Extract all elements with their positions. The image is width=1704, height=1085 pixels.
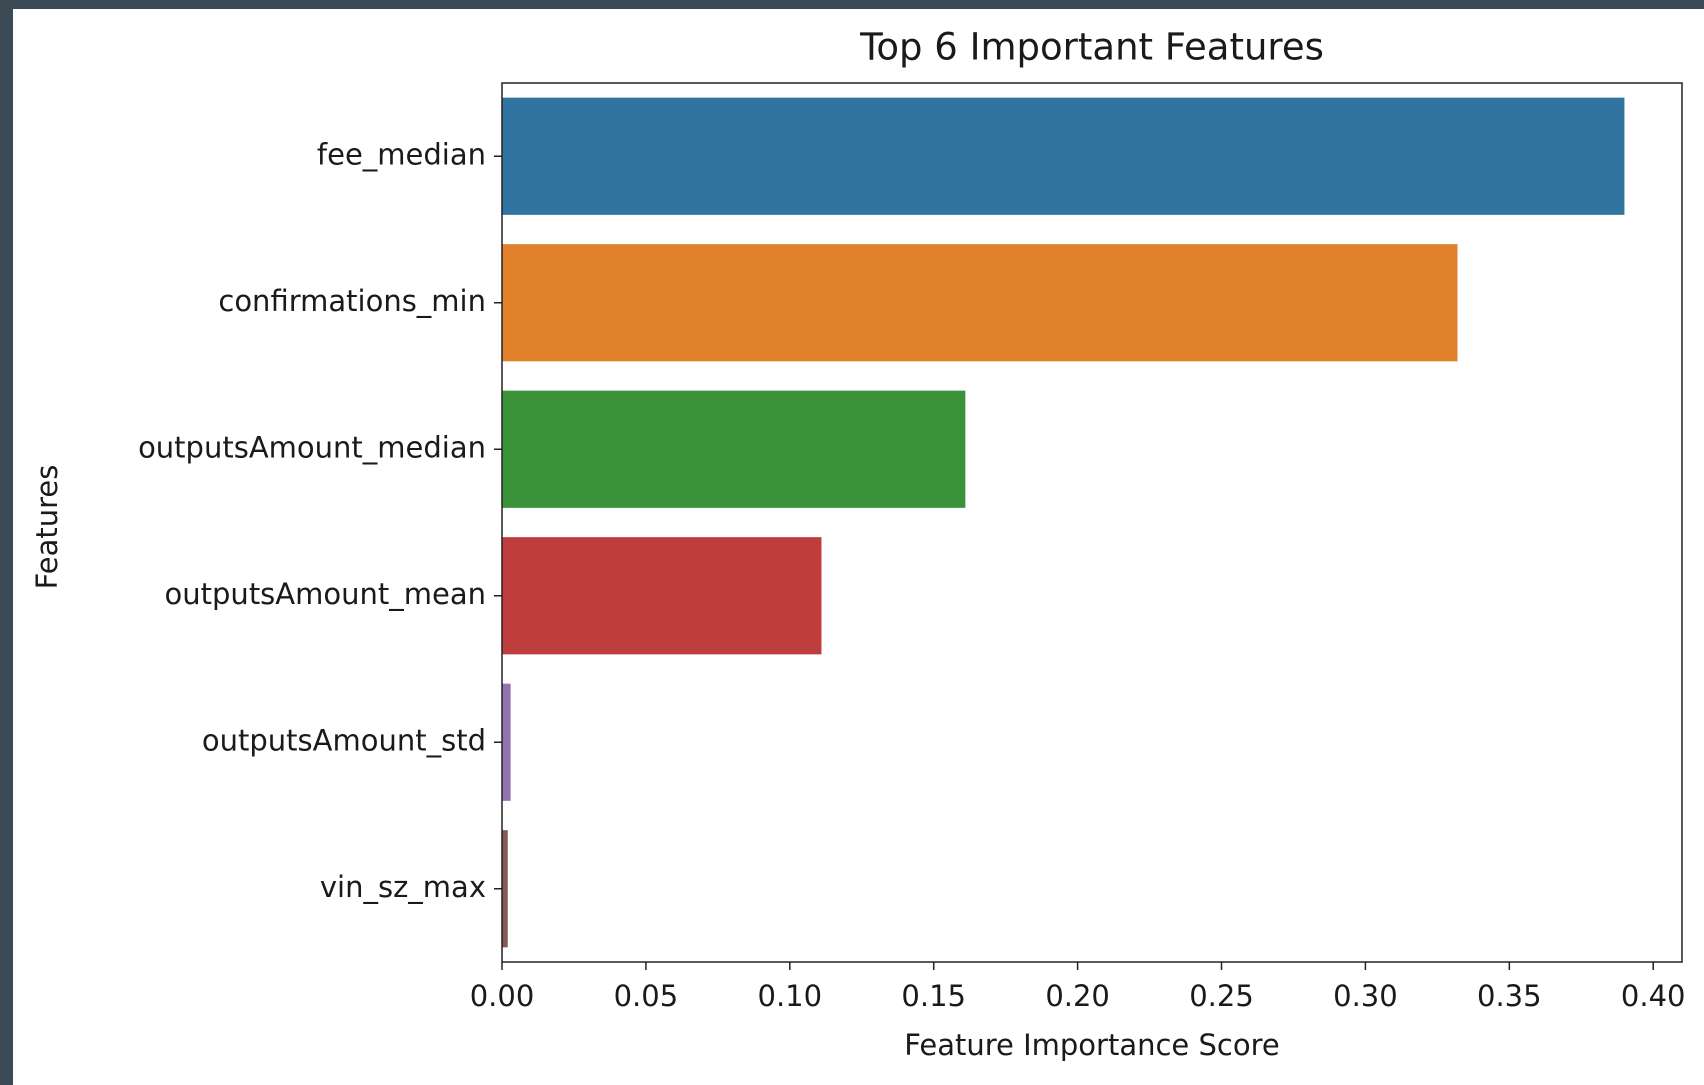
chart-title: Top 6 Important Features (859, 26, 1324, 69)
bar (502, 830, 508, 948)
y-tick-label: outputsAmount_mean (165, 577, 486, 611)
x-axis-label: Feature Importance Score (904, 1028, 1279, 1062)
x-tick-label: 0.30 (1333, 979, 1398, 1013)
x-tick-label: 0.20 (1045, 979, 1110, 1013)
x-tick-label: 0.00 (470, 979, 535, 1013)
plot-frame (501, 82, 1683, 963)
x-tick-label: 0.05 (614, 979, 679, 1013)
bar (502, 97, 1625, 215)
y-tick-label: outputsAmount_median (138, 430, 486, 464)
x-tick-label: 0.10 (758, 979, 823, 1013)
y-tick-label: outputsAmount_std (202, 723, 486, 757)
y-axis-label: Features (30, 465, 64, 590)
bar (502, 537, 822, 655)
y-tick-label: confirmations_min (218, 284, 486, 318)
x-tick-label: 0.35 (1477, 979, 1542, 1013)
x-tick-label: 0.40 (1621, 979, 1686, 1013)
y-tick-label: vin_sz_max (320, 870, 486, 904)
bar (502, 390, 966, 508)
y-tick-label: fee_median (317, 137, 486, 171)
x-tick-label: 0.25 (1189, 979, 1254, 1013)
bar (502, 244, 1458, 362)
x-tick-label: 0.15 (901, 979, 966, 1013)
bar (502, 683, 511, 801)
